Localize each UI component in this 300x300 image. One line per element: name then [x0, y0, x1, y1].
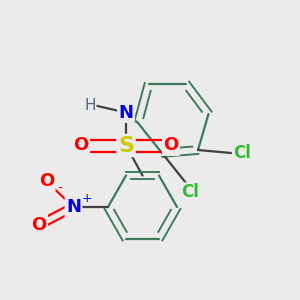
- Text: N: N: [66, 198, 81, 216]
- Text: H: H: [84, 98, 96, 112]
- Text: Cl: Cl: [233, 144, 251, 162]
- Text: -: -: [58, 182, 62, 196]
- Text: O: O: [32, 216, 46, 234]
- Text: N: N: [118, 103, 134, 122]
- Text: O: O: [164, 136, 178, 154]
- Text: O: O: [39, 172, 54, 190]
- Text: O: O: [74, 136, 88, 154]
- Text: S: S: [118, 136, 134, 155]
- Text: Cl: Cl: [182, 183, 200, 201]
- Text: +: +: [82, 191, 92, 205]
